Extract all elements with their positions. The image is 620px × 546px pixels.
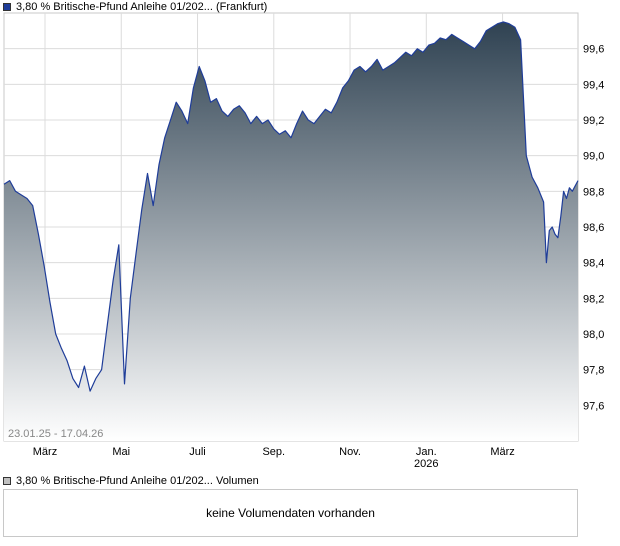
volume-swatch [3, 476, 11, 485]
y-tick-label: 99,6 [583, 44, 604, 56]
y-tick-label: 97,8 [583, 365, 604, 377]
x-tick-label: März [490, 446, 514, 458]
y-tick-label: 99,0 [583, 151, 604, 163]
y-tick-label: 98,6 [583, 222, 604, 234]
price-chart: 99,6 99,4 99,2 99,0 98,8 98,6 98,4 98,2 98,0 97,8… [3, 12, 604, 470]
volume-legend: 3,80 % Britische-Pfund Anleihe 01/202...… [3, 474, 259, 487]
y-tick-label: 98,0 [583, 329, 604, 341]
x-tick-label: Nov. [339, 446, 361, 458]
x-tick-sublabel: 2026 [414, 458, 438, 470]
y-tick-label: 99,2 [583, 115, 604, 127]
price-swatch [3, 2, 11, 11]
y-tick-label: 99,4 [583, 79, 604, 91]
price-legend: 3,80 % Britische-Pfund Anleihe 01/202...… [3, 0, 267, 13]
price-line [3, 21, 579, 392]
y-tick-label: 98,4 [583, 258, 604, 270]
price-area [4, 21, 578, 442]
x-tick-label: Sep. [262, 446, 285, 458]
x-tick-label: März [33, 446, 57, 458]
x-tick-label: Jan. [416, 446, 437, 458]
y-tick-label: 98,2 [583, 293, 604, 305]
y-tick-label: 98,8 [583, 186, 604, 198]
x-tick-label: Mai [112, 446, 130, 458]
y-tick-label: 97,6 [583, 400, 604, 412]
x-tick-label: Juli [189, 446, 206, 458]
price-legend-label: 3,80 % Britische-Pfund Anleihe 01/202...… [16, 0, 268, 13]
date-range-label: 23.01.25 - 17.04.26 [8, 428, 103, 440]
volume-empty-message: keine Volumendaten vorhanden [206, 506, 375, 520]
volume-panel: keine Volumendaten vorhanden [3, 489, 578, 537]
volume-legend-label: 3,80 % Britische-Pfund Anleihe 01/202...… [16, 474, 259, 487]
